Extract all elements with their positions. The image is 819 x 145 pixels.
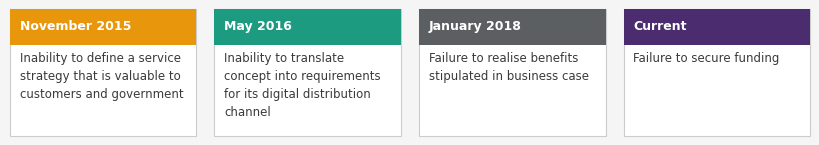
Text: Inability to translate
concept into requirements
for its digital distribution
ch: Inability to translate concept into requ…	[224, 52, 381, 119]
Text: November 2015: November 2015	[20, 20, 131, 33]
Bar	[623, 9, 809, 136]
Bar	[419, 9, 604, 136]
Text: January 2018: January 2018	[428, 20, 521, 33]
Text: Failure to realise benefits
stipulated in business case: Failure to realise benefits stipulated i…	[428, 52, 588, 83]
Text: Current: Current	[633, 20, 686, 33]
Bar	[214, 9, 400, 45]
Text: May 2016: May 2016	[224, 20, 292, 33]
Bar	[10, 9, 197, 45]
Bar	[214, 9, 400, 136]
Bar	[10, 9, 197, 136]
Text: Failure to secure funding: Failure to secure funding	[633, 52, 779, 65]
Text: Inability to define a service
strategy that is valuable to
customers and governm: Inability to define a service strategy t…	[20, 52, 183, 101]
Bar	[419, 9, 604, 45]
Bar	[623, 9, 809, 45]
